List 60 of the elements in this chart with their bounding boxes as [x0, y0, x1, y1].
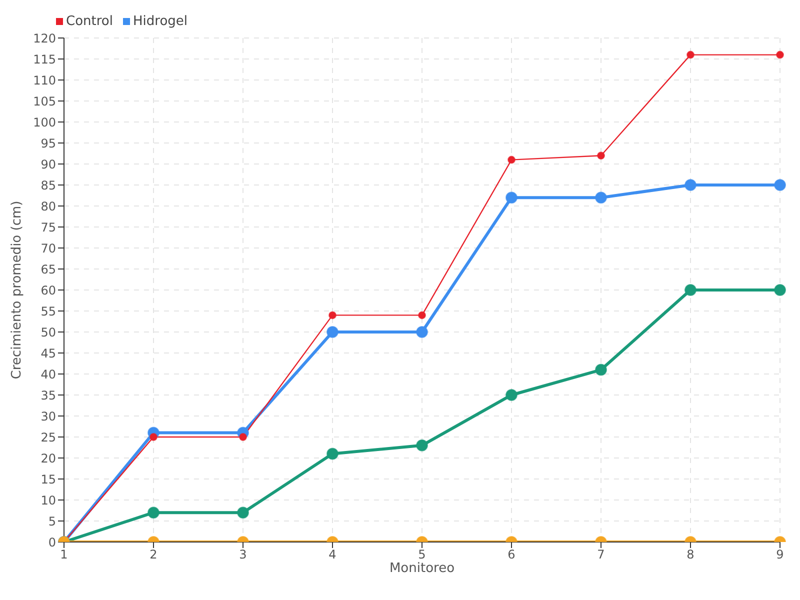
y-tick-label: 75 — [40, 220, 56, 234]
x-tick-label: 4 — [328, 548, 336, 562]
point — [326, 448, 338, 460]
y-tick-label: 105 — [33, 94, 56, 108]
point — [508, 156, 516, 164]
y-tick-label: 40 — [40, 367, 56, 382]
x-tick-label: 3 — [239, 548, 247, 562]
point — [684, 179, 696, 191]
y-tick-label: 70 — [40, 241, 56, 256]
point — [506, 192, 518, 204]
y-tick-label: 100 — [33, 115, 56, 130]
point — [416, 439, 428, 452]
y-tick-label: 85 — [40, 178, 56, 192]
point — [597, 152, 605, 160]
y-tick-label: 20 — [40, 451, 56, 466]
y-tick-label: 10 — [40, 493, 56, 508]
point — [239, 433, 247, 441]
point — [328, 311, 336, 320]
legend-label: Control — [65, 14, 113, 29]
point — [326, 326, 338, 338]
x-axis-title: Monitoreo — [389, 561, 455, 576]
y-tick-label: 90 — [40, 157, 56, 172]
y-axis-title: Crecimiento promedio (cm) — [10, 200, 25, 380]
point — [684, 284, 696, 296]
point — [686, 50, 694, 59]
point — [506, 389, 518, 401]
x-tick-label: 7 — [597, 548, 605, 562]
point — [416, 326, 428, 338]
point — [418, 311, 426, 320]
point — [148, 506, 160, 519]
y-tick-label: 55 — [40, 304, 56, 318]
x-tick-label: 2 — [150, 548, 158, 562]
y-tick-label: 120 — [33, 31, 56, 46]
point — [150, 433, 158, 441]
y-tick-label: 15 — [40, 472, 56, 486]
x-tick-label: 8 — [686, 548, 694, 562]
legend-label: Hidrogel — [132, 14, 188, 29]
y-tick-label: 50 — [40, 325, 56, 340]
y-tick-label: 65 — [40, 262, 56, 276]
x-tick-label: 1 — [60, 548, 68, 562]
x-tick-label: 6 — [508, 548, 516, 562]
y-tick-label: 60 — [40, 283, 56, 298]
x-tick-label: 5 — [418, 548, 426, 562]
point — [595, 192, 607, 204]
point — [237, 506, 249, 519]
y-tick-label: 35 — [40, 388, 56, 402]
y-tick-label: 115 — [33, 52, 56, 66]
point — [595, 364, 607, 376]
y-tick-label: 95 — [40, 136, 56, 150]
point — [774, 179, 786, 191]
y-tick-label: 25 — [40, 430, 56, 444]
y-tick-label: 30 — [40, 409, 56, 424]
y-tick-label: 0 — [48, 535, 56, 550]
point — [774, 284, 786, 296]
y-tick-label: 80 — [40, 199, 56, 214]
y-tick-label: 45 — [40, 346, 56, 360]
y-tick-label: 5 — [48, 514, 56, 528]
x-tick-label: 9 — [776, 548, 784, 562]
y-tick-label: 110 — [33, 73, 56, 88]
point — [776, 50, 784, 59]
